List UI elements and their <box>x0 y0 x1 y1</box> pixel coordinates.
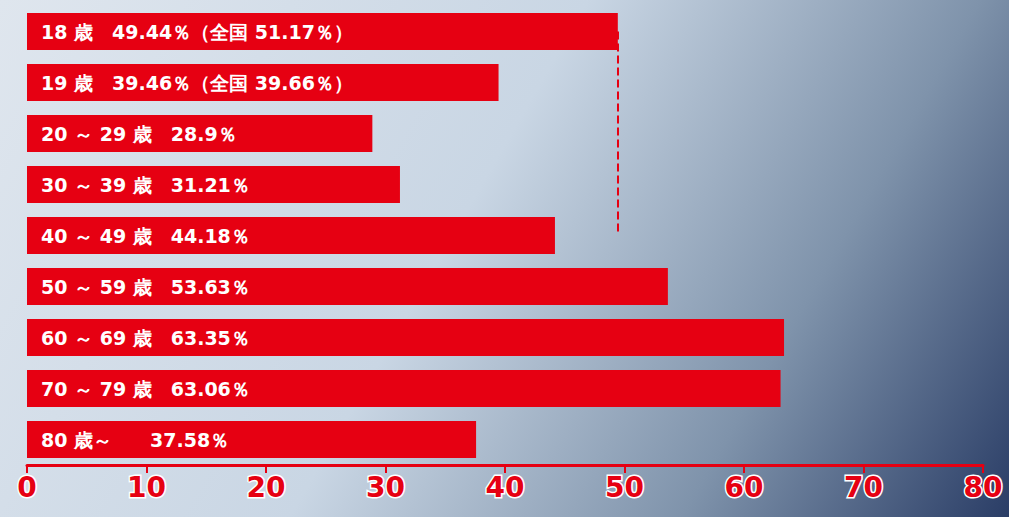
svg-text:30: 30 <box>366 471 405 504</box>
svg-text:10: 10 <box>127 471 166 504</box>
svg-text:50 ～ 59 歳 53.63％: 50 ～ 59 歳 53.63％ <box>41 276 250 298</box>
svg-text:20: 20 <box>247 471 286 504</box>
svg-text:80 歳～ 37.58％: 80 歳～ 37.58％ <box>41 429 229 451</box>
svg-text:60 ～ 69 歳 63.35％: 60 ～ 69 歳 63.35％ <box>41 327 250 349</box>
svg-text:20 ～ 29 歳 28.9％: 20 ～ 29 歳 28.9％ <box>41 123 237 145</box>
svg-text:0: 0 <box>17 471 36 504</box>
svg-text:80: 80 <box>964 471 1003 504</box>
svg-text:19 歳 39.46％（全国 39.66％）: 19 歳 39.46％（全国 39.66％） <box>41 72 353 94</box>
svg-text:70 ～ 79 歳 63.06％: 70 ～ 79 歳 63.06％ <box>41 378 250 400</box>
svg-text:60: 60 <box>725 471 764 504</box>
svg-text:50: 50 <box>605 471 644 504</box>
svg-text:40 ～ 49 歳 44.18％: 40 ～ 49 歳 44.18％ <box>41 225 250 247</box>
svg-text:30 ～ 39 歳 31.21％: 30 ～ 39 歳 31.21％ <box>41 174 250 196</box>
svg-text:40: 40 <box>486 471 525 504</box>
svg-text:70: 70 <box>844 471 883 504</box>
svg-text:18 歳 49.44％（全国 51.17％）: 18 歳 49.44％（全国 51.17％） <box>41 21 353 43</box>
